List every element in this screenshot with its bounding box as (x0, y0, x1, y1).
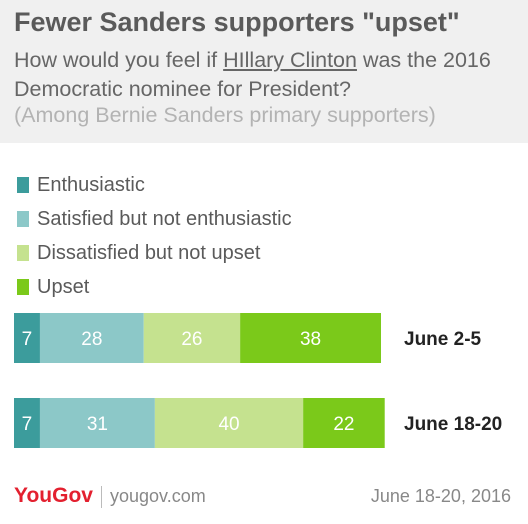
legend-swatch-satisfied (17, 211, 29, 227)
bar-value-label-2-3: 40 (218, 414, 239, 435)
legend-label-upset: Upset (37, 275, 90, 298)
subtitle-text-post: was the 2016 Democratic nominee for Pres… (14, 48, 491, 101)
footer-site[interactable]: yougov.com (110, 486, 206, 506)
legend-label-satisfied: Satisfied but not enthusiastic (37, 207, 292, 230)
bar-value-label-1-1: 7 (22, 329, 33, 350)
chart-title: Fewer Sanders supporters "upset" (14, 7, 460, 37)
chart-subtitle: How would you feel if HIllary Clinton wa… (14, 46, 519, 104)
bar-segment-2-4 (303, 398, 385, 448)
bar-segment-1-2 (39, 313, 144, 363)
category-label-1: June 2-5 (404, 329, 482, 350)
legend-swatch-dissatisfied (17, 245, 29, 261)
bar-segment-2-3 (154, 398, 304, 448)
legend-item-upset: Upset (17, 270, 292, 304)
bar-value-label-1-4: 38 (300, 329, 321, 350)
bar-value-label-1-2: 28 (81, 329, 102, 350)
footer-date: June 18-20, 2016 (370, 486, 511, 506)
legend-item-enthusiastic: Enthusiastic (17, 168, 292, 202)
legend-swatch-upset (17, 279, 29, 295)
legend-swatch-enthusiastic (17, 177, 29, 193)
bar-value-label-2-2: 31 (87, 414, 108, 435)
bar-segment-2-1 (14, 398, 40, 448)
subtitle-text-pre: How would you feel if (14, 48, 224, 72)
chart-note: (Among Bernie Sanders primary supporters… (14, 103, 436, 127)
legend-label-enthusiastic: Enthusiastic (37, 173, 145, 196)
legend-item-dissatisfied: Dissatisfied but not upset (17, 236, 292, 270)
bar-segment-1-4 (240, 313, 381, 363)
legend: Enthusiastic Satisfied but not enthusias… (17, 168, 292, 304)
bar-segment-1-3 (143, 313, 241, 363)
bar-value-label-2-1: 7 (22, 414, 33, 435)
bar-value-label-1-3: 26 (181, 329, 202, 350)
legend-item-satisfied: Satisfied but not enthusiastic (17, 202, 292, 236)
bar-segment-2-2 (39, 398, 155, 448)
bar-value-label-2-4: 22 (333, 414, 354, 435)
footer-divider (101, 486, 102, 508)
category-label-2: June 18-20 (404, 414, 502, 435)
yougov-logo: YouGov (14, 484, 93, 507)
legend-label-dissatisfied: Dissatisfied but not upset (37, 241, 261, 264)
header: Fewer Sanders supporters "upset" How wou… (0, 0, 528, 143)
subtitle-link[interactable]: HIllary Clinton (223, 48, 357, 72)
bar-segment-1-1 (14, 313, 40, 363)
